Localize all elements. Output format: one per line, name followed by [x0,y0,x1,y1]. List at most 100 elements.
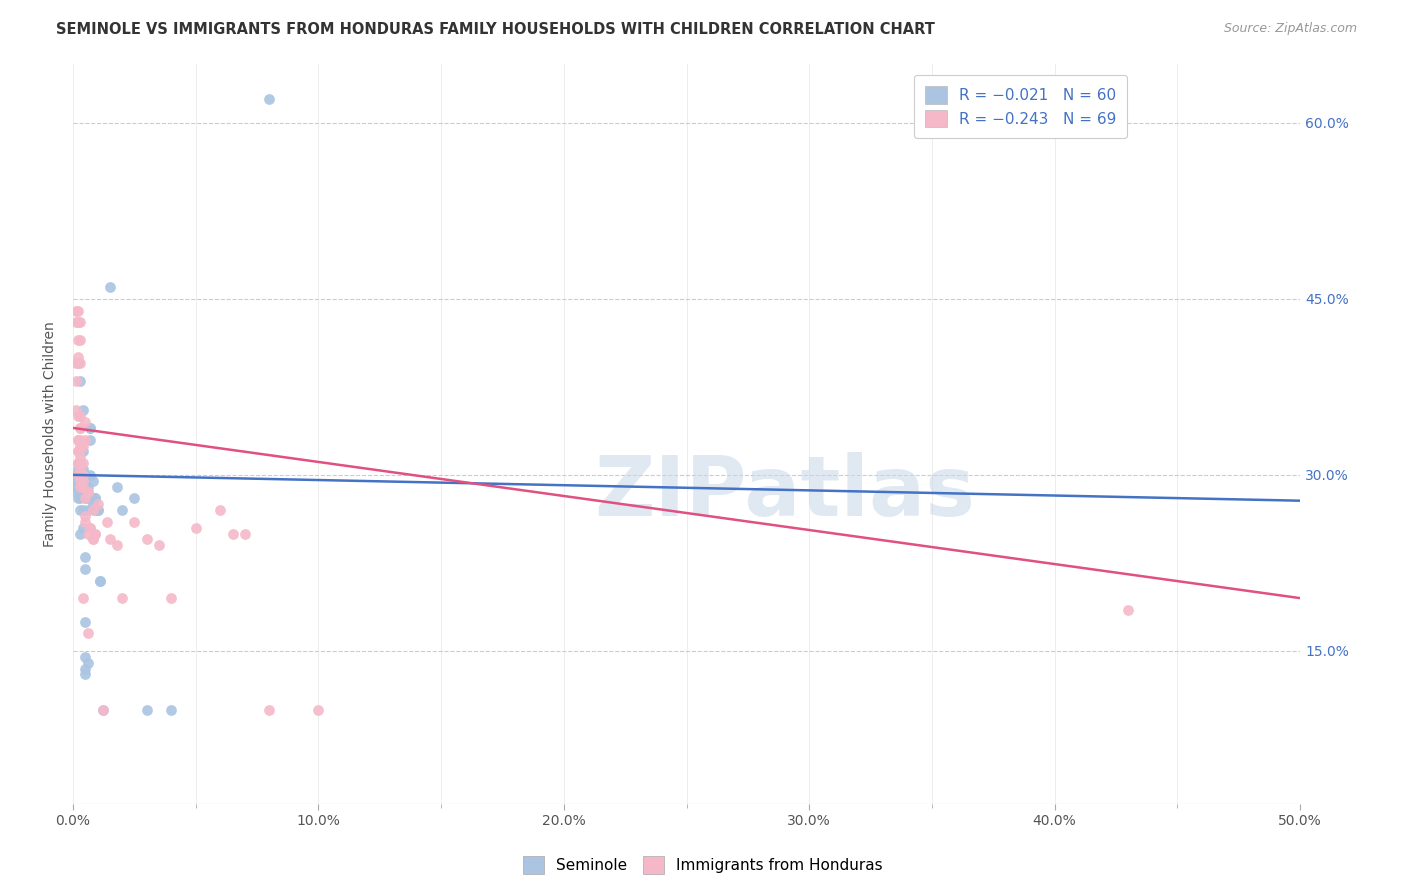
Point [69,433,91,447]
Point [82,533,104,547]
Point [65,474,87,488]
Point [75,491,97,506]
Point [66,333,89,347]
Point [79,521,101,535]
Point [72,462,94,476]
Point [66,303,89,318]
Point [76,656,98,670]
Point [69,480,91,494]
Point [69,421,91,435]
Point [91,703,114,717]
Point [84,491,107,506]
Legend: R = −0.021   N = 60, R = −0.243   N = 69: R = −0.021 N = 60, R = −0.243 N = 69 [914,76,1126,138]
Point [89,574,111,588]
Point [69,356,91,370]
Point [65,485,87,500]
Point [65,480,87,494]
Point [79,467,101,482]
Point [65,374,87,388]
Point [72,591,94,606]
Point [76,480,98,494]
Point [72,444,94,458]
Point [69,503,91,517]
Point [65,467,87,482]
Point [111,591,134,606]
Point [66,409,89,424]
Point [66,456,89,470]
Point [76,626,98,640]
Point [221,526,243,541]
Text: Source: ZipAtlas.com: Source: ZipAtlas.com [1223,22,1357,36]
Point [75,467,97,482]
Point [76,485,98,500]
Point [84,503,107,517]
Point [69,526,91,541]
Point [135,703,157,717]
Point [233,526,256,541]
Point [75,615,97,629]
Point [66,474,89,488]
Point [86,503,108,517]
Point [259,703,281,717]
Point [75,649,97,664]
Point [75,491,97,506]
Point [76,503,98,517]
Point [66,315,89,329]
Point [72,521,94,535]
Point [84,526,107,541]
Point [69,485,91,500]
Text: ZIPatlas: ZIPatlas [595,452,976,533]
Point [72,485,94,500]
Point [72,403,94,417]
Point [69,474,91,488]
Point [84,526,107,541]
Point [82,503,104,517]
Point [69,438,91,452]
Point [75,508,97,523]
Point [69,409,91,424]
Point [69,456,91,470]
Point [66,462,89,476]
Point [66,433,89,447]
Point [72,474,94,488]
Point [69,374,91,388]
Point [105,480,128,494]
Point [66,444,89,458]
Point [98,280,121,294]
Point [66,351,89,365]
Point [184,521,207,535]
Point [72,467,94,482]
Point [1116,603,1139,617]
Point [75,549,97,564]
Point [75,480,97,494]
Point [66,444,89,458]
Point [69,467,91,482]
Point [69,456,91,470]
Point [66,433,89,447]
Point [72,456,94,470]
Point [76,491,98,506]
Point [84,491,107,506]
Point [105,538,128,552]
Point [75,433,97,447]
Point [91,703,114,717]
Point [69,450,91,465]
Text: SEMINOLE VS IMMIGRANTS FROM HONDURAS FAMILY HOUSEHOLDS WITH CHILDREN CORRELATION: SEMINOLE VS IMMIGRANTS FROM HONDURAS FAM… [56,22,935,37]
Point [65,303,87,318]
Point [79,421,101,435]
Point [69,315,91,329]
Point [65,356,87,370]
Point [124,491,146,506]
Point [308,703,330,717]
Point [69,421,91,435]
Point [86,503,108,517]
Point [86,497,108,511]
Point [89,574,111,588]
Point [75,562,97,576]
Point [96,515,118,529]
Point [72,480,94,494]
Point [82,474,104,488]
Point [65,403,87,417]
Point [79,421,101,435]
Point [82,491,104,506]
